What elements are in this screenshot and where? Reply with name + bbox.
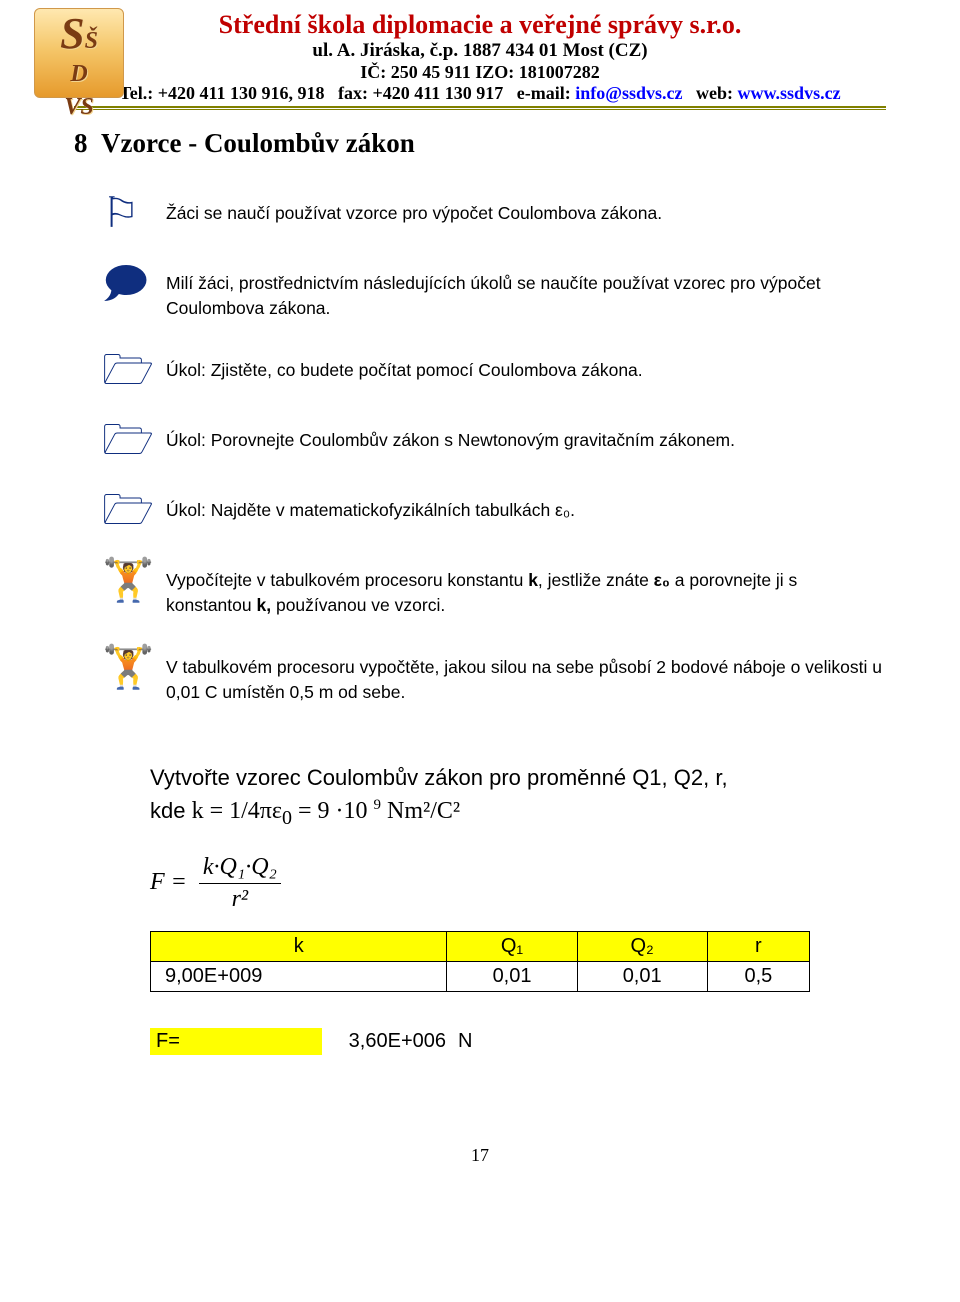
- task-list: ⚐Žáci se naučí používat vzorce pro výpoč…: [74, 193, 886, 705]
- logo-letter: VS: [64, 94, 93, 120]
- values-table: kQ₁Q₂r 9,00E+0090,010,010,5: [150, 931, 810, 992]
- document-header: SŠ D VS Střední škola diplomacie a veřej…: [74, 10, 886, 110]
- header-rule: [74, 106, 886, 108]
- item-text: V tabulkovém procesoru vypočtěte, jakou …: [166, 647, 886, 706]
- formula-denominator: r²: [199, 884, 281, 913]
- coulomb-formula: F = k·Q₁·Q₂ r²: [150, 854, 810, 913]
- web-label: web:: [696, 83, 733, 103]
- table-header-row: kQ₁Q₂r: [151, 932, 810, 962]
- formula-k-exp: 9: [374, 797, 382, 813]
- item-text: Úkol: Najděte v matematickofyzikálních t…: [166, 490, 575, 523]
- formula-k-sub: 0: [282, 807, 292, 829]
- school-ids: IČ: 250 45 911 IZO: 181007282: [74, 62, 886, 83]
- table-header-cell: k: [151, 932, 447, 962]
- table-cell: 9,00E+009: [151, 962, 447, 992]
- formula-prefix: kde: [150, 798, 192, 823]
- item-icon: 🗁: [74, 420, 166, 462]
- item-text: Vypočítejte v tabulkovém procesoru konst…: [166, 560, 886, 619]
- fax-label: fax:: [338, 83, 368, 103]
- list-item: 🗁Úkol: Najděte v matematickofyzikálních …: [74, 490, 886, 532]
- result-unit: N: [452, 1028, 478, 1055]
- section-heading: 8 Vzorce - Coulombův zákon: [74, 128, 886, 159]
- item-icon: 🏋: [74, 560, 166, 602]
- item-text: Žáci se naučí používat vzorce pro výpoče…: [166, 193, 662, 226]
- school-name: Střední škola diplomacie a veřejné správ…: [74, 10, 886, 40]
- list-item: 🏋V tabulkovém procesoru vypočtěte, jakou…: [74, 647, 886, 706]
- formula-block: Vytvořte vzorec Coulombův zákon pro prom…: [150, 765, 810, 1055]
- section-title: Vzorce - Coulombův zákon: [101, 128, 415, 158]
- item-icon: 🏋: [74, 647, 166, 689]
- formula-instruction: Vytvořte vzorec Coulombův zákon pro prom…: [150, 765, 810, 791]
- list-item: 🗁Úkol: Zjistěte, co budete počítat pomoc…: [74, 350, 886, 392]
- result-value: 3,60E+006: [322, 1028, 452, 1055]
- school-contact: Tel.: +420 411 130 916, 918 fax: +420 41…: [74, 83, 886, 104]
- list-item: 🗁Úkol: Porovnejte Coulombův zákon s Newt…: [74, 420, 886, 462]
- result-row: F= 3,60E+006 N: [150, 1028, 810, 1055]
- table-header-cell: r: [707, 932, 809, 962]
- item-text: Milí žáci, prostřednictvím následujících…: [166, 263, 886, 322]
- list-item: 🏋Vypočítejte v tabulkovém procesoru kons…: [74, 560, 886, 619]
- formula-k-expr: k = 1/4πε: [192, 798, 282, 824]
- tel-value: +420 411 130 916, 918: [158, 83, 325, 103]
- formula-k-units: Nm²/C²: [381, 798, 460, 824]
- page-number: 17: [74, 1145, 886, 1166]
- school-logo: SŠ D VS: [34, 8, 124, 98]
- list-item: 🗩Milí žáci, prostřednictvím následujícíc…: [74, 263, 886, 322]
- table-header-cell: Q₂: [577, 932, 707, 962]
- formula-k-eq: = 9 ·10: [292, 798, 368, 824]
- email-value: info@ssdvs.cz: [575, 83, 682, 103]
- logo-letter: Š: [85, 28, 98, 54]
- list-item: ⚐Žáci se naučí používat vzorce pro výpoč…: [74, 193, 886, 235]
- result-label: F=: [150, 1028, 322, 1055]
- table-cell: 0,01: [447, 962, 577, 992]
- school-address: ul. A. Jiráska, č.p. 1887 434 01 Most (C…: [74, 40, 886, 62]
- formula-lhs: F =: [150, 869, 187, 895]
- section-number: 8: [74, 128, 88, 158]
- email-label: e-mail:: [517, 83, 571, 103]
- table-data-row: 9,00E+0090,010,010,5: [151, 962, 810, 992]
- item-icon: ⚐: [74, 193, 166, 235]
- table-cell: 0,5: [707, 962, 809, 992]
- fax-value: +420 411 130 917: [373, 83, 504, 103]
- formula-k-definition: kde k = 1/4πε0 = 9 ·10 9 Nm²/C²: [150, 797, 810, 830]
- item-text: Úkol: Zjistěte, co budete počítat pomocí…: [166, 350, 643, 383]
- header-rule: [74, 109, 886, 110]
- logo-letter: S: [60, 9, 84, 58]
- logo-letter: D: [70, 61, 87, 87]
- tel-label: Tel.:: [119, 83, 153, 103]
- item-icon: 🗁: [74, 490, 166, 532]
- formula-numerator: k·Q₁·Q₂: [199, 854, 281, 884]
- item-icon: 🗩: [74, 263, 166, 305]
- table-header-cell: Q₁: [447, 932, 577, 962]
- item-icon: 🗁: [74, 350, 166, 392]
- table-cell: 0,01: [577, 962, 707, 992]
- web-value: www.ssdvs.cz: [738, 83, 841, 103]
- item-text: Úkol: Porovnejte Coulombův zákon s Newto…: [166, 420, 735, 453]
